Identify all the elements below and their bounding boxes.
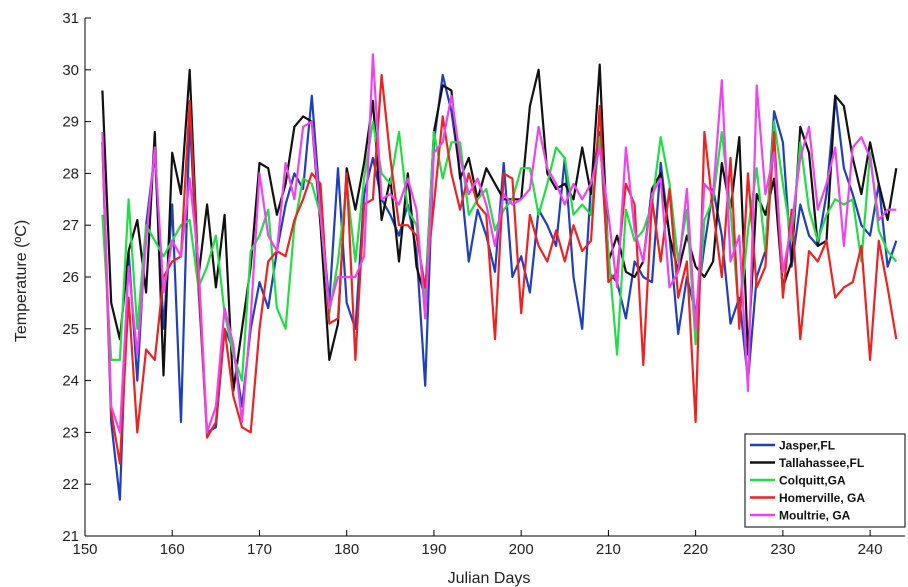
legend-label: Moultrie, GA (779, 509, 851, 523)
x-tick-label: 200 (509, 541, 534, 558)
series-line-1 (101, 63, 898, 393)
legend: Jasper,FL Tallahassee,FL Colquitt,GA Homerv… (744, 433, 906, 528)
legend-label: Jasper,FL (779, 439, 835, 453)
y-tick-label: 28 (62, 165, 79, 182)
series-line-4 (101, 53, 897, 434)
y-tick-label: 24 (62, 373, 79, 390)
x-tick-label: 170 (247, 541, 272, 558)
x-tick-label: 210 (596, 541, 621, 558)
legend-label: Tallahassee,FL (779, 456, 864, 470)
y-ticks: 21 22 23 24 25 26 27 28 29 30 31 (62, 10, 91, 545)
x-tick-label: 230 (770, 541, 795, 558)
legend-label: Colquitt,GA (779, 474, 846, 488)
y-tick-label: 27 (62, 217, 79, 234)
x-axis-title: Julian Days (448, 570, 531, 587)
x-tick-label: 190 (421, 541, 446, 558)
y-tick-label: 29 (62, 114, 79, 131)
x-tick-label: 160 (160, 541, 185, 558)
y-tick-label: 22 (62, 476, 79, 493)
x-tick-label: 240 (858, 541, 883, 558)
x-ticks: 150 160 170 180 190 200 210 220 230 240 (72, 530, 883, 558)
y-tick-label: 25 (62, 321, 79, 338)
y-tick-label: 21 (62, 528, 79, 545)
x-tick-label: 180 (334, 541, 359, 558)
legend-label: Homerville, GA (779, 491, 865, 505)
x-tick-label: 220 (683, 541, 708, 558)
y-tick-label: 26 (62, 269, 79, 286)
series-line-3 (101, 73, 898, 465)
y-axis-title: Temperature (ºC) (13, 220, 30, 342)
x-tick-label: 150 (72, 541, 97, 558)
y-tick-label: 30 (62, 62, 79, 79)
plot-lines (101, 53, 898, 501)
y-tick-label: 31 (62, 10, 79, 27)
y-tick-label: 23 (62, 424, 79, 441)
